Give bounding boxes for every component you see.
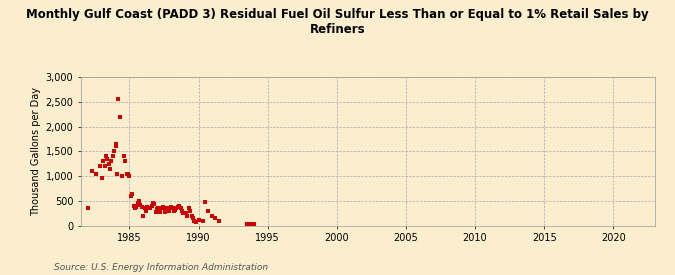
Point [243,222,254,226]
Point [182,213,193,218]
Point [155,210,165,214]
Point [159,206,169,210]
Point [82,206,93,210]
Point [164,208,175,213]
Point [102,156,113,161]
Point [135,202,146,207]
Point [106,159,117,163]
Point [153,206,164,210]
Point [110,144,121,148]
Point [139,206,150,210]
Point [101,154,111,158]
Point [123,171,134,176]
Point [91,171,102,176]
Point [186,213,197,218]
Point [95,164,106,168]
Point [138,213,148,218]
Point [124,174,135,178]
Point [173,204,184,208]
Point [117,174,128,178]
Point [132,201,143,205]
Point [172,205,183,209]
Point [244,222,255,227]
Point [151,210,161,214]
Point [127,192,138,196]
Point [197,218,208,223]
Point [126,194,136,198]
Point [114,114,125,119]
Point [246,222,256,226]
Point [156,206,167,210]
Point [120,159,131,163]
Point [122,171,132,176]
Point [165,205,176,209]
Point [143,206,154,210]
Point [107,154,118,158]
Point [144,206,155,210]
Point [189,218,200,223]
Point [157,205,168,209]
Point [109,149,119,153]
Point [113,97,124,101]
Point [131,205,142,209]
Point [177,208,188,213]
Point [169,207,180,212]
Point [163,206,173,210]
Point [86,169,97,173]
Point [247,222,258,226]
Point [99,164,110,168]
Point [167,206,178,210]
Point [146,204,157,208]
Point [171,206,182,210]
Point [175,206,186,210]
Point [214,218,225,223]
Point [207,213,218,218]
Point [149,202,160,207]
Point [134,199,144,203]
Point [152,207,163,211]
Point [178,211,189,215]
Point [111,142,122,146]
Point [202,208,213,213]
Point [142,205,153,209]
Point [190,219,201,224]
Point [111,171,122,176]
Point [105,166,115,171]
Point [161,206,172,210]
Point [184,206,194,210]
Point [97,176,107,181]
Point [168,208,179,213]
Point [130,206,140,210]
Point [200,200,211,204]
Point [103,161,114,166]
Point [181,211,192,215]
Point [136,205,147,209]
Point [160,210,171,214]
Point [185,208,196,213]
Point [118,154,129,158]
Y-axis label: Thousand Gallons per Day: Thousand Gallons per Day [31,87,41,216]
Point [140,208,151,213]
Point [193,217,204,222]
Point [210,216,221,220]
Point [180,211,190,215]
Point [242,222,252,226]
Point [128,204,139,208]
Point [148,201,159,205]
Point [248,222,259,227]
Point [188,216,198,220]
Text: Source: U.S. Energy Information Administration: Source: U.S. Energy Information Administ… [54,263,268,272]
Text: Monthly Gulf Coast (PADD 3) Residual Fuel Oil Sulfur Less Than or Equal to 1% Re: Monthly Gulf Coast (PADD 3) Residual Fue… [26,8,649,36]
Point [98,159,109,163]
